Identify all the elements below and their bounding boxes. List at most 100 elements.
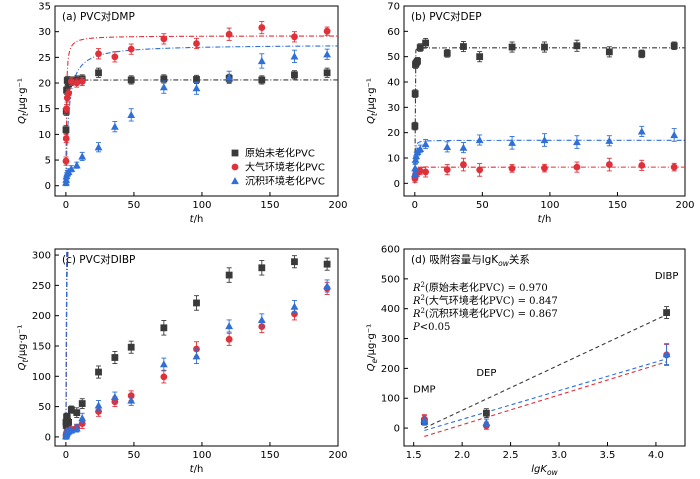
stat-line: R2(大气环境老化PVC) = 0.847 bbox=[412, 294, 558, 307]
data-point bbox=[476, 53, 484, 61]
x-tick-label: 50 bbox=[476, 200, 489, 211]
data-point bbox=[422, 39, 430, 47]
data-point bbox=[225, 335, 233, 343]
data-point bbox=[94, 143, 103, 151]
data-point bbox=[127, 396, 136, 404]
x-tick-label: 2.0 bbox=[454, 450, 470, 461]
data-point bbox=[72, 424, 81, 432]
data-point bbox=[291, 71, 298, 79]
data-point bbox=[258, 24, 266, 31]
data-point bbox=[416, 144, 425, 153]
data-point bbox=[78, 420, 86, 427]
chart-panel-c: 0 50 100 150 200 0 50 100 150 200 250 300 t/h Qt/μg·g… bbox=[17, 248, 348, 475]
y-tick-label: 70 bbox=[387, 2, 400, 13]
data-point bbox=[63, 86, 70, 94]
y-tick-label: 30 bbox=[38, 27, 51, 38]
stat-line: R2(原始未老化PVC) = 0.970 bbox=[412, 281, 548, 294]
data-point bbox=[638, 50, 646, 58]
y-axis-label: Qt/μg·g⁻¹ bbox=[366, 78, 379, 124]
fit-curve-pristine bbox=[414, 47, 685, 184]
data-point bbox=[159, 360, 168, 368]
data-point bbox=[411, 90, 419, 98]
series-sediment bbox=[62, 279, 332, 440]
legend-marker-pristine bbox=[231, 149, 239, 157]
y-tick-label: 15 bbox=[38, 104, 51, 115]
x-tick-label: 4.0 bbox=[648, 450, 664, 461]
x-axis-label: t/h bbox=[190, 214, 204, 225]
y-tick-label: 60 bbox=[387, 27, 400, 38]
data-point bbox=[78, 414, 87, 422]
x-tick-label: 50 bbox=[128, 200, 141, 211]
data-point bbox=[290, 52, 299, 60]
plot-frame bbox=[54, 5, 339, 197]
y-tick-label: 600 bbox=[381, 245, 400, 256]
y-tick-label: 10 bbox=[387, 154, 400, 165]
data-point bbox=[290, 302, 299, 310]
y-axis-label: Qt/μg·g⁻¹ bbox=[17, 78, 30, 124]
plot-frame bbox=[54, 248, 339, 447]
data-point bbox=[78, 78, 86, 85]
data-point bbox=[94, 401, 103, 409]
data-point bbox=[482, 418, 491, 426]
data-point bbox=[257, 57, 266, 65]
legend-label-pristine: 原始未老化PVC bbox=[245, 147, 315, 160]
data-point bbox=[663, 309, 670, 316]
data-point bbox=[62, 126, 70, 134]
y-tick-label: 0 bbox=[394, 424, 400, 435]
y-tick-label: 100 bbox=[381, 394, 400, 405]
chart-panel-b: 0 50 100 150 200 0 10 20 30 40 50 60 70 t/h Qt/μg·g⁻¹ (… bbox=[366, 2, 695, 226]
data-point bbox=[257, 316, 266, 324]
data-point bbox=[638, 161, 646, 169]
data-point bbox=[193, 76, 200, 83]
series-sediment bbox=[411, 125, 679, 179]
fit-curve-sediment bbox=[414, 139, 685, 184]
data-point bbox=[110, 122, 119, 130]
plot-area bbox=[420, 306, 671, 437]
x-tick-label: 100 bbox=[540, 200, 559, 211]
data-point bbox=[127, 45, 135, 53]
data-point bbox=[160, 75, 168, 83]
data-point bbox=[670, 131, 679, 139]
data-point bbox=[63, 77, 71, 84]
data-point bbox=[225, 271, 233, 279]
series-pristine bbox=[420, 306, 670, 426]
x-tick-label: 150 bbox=[608, 200, 627, 211]
data-point bbox=[422, 168, 430, 176]
data-point bbox=[225, 73, 234, 81]
data-point bbox=[443, 166, 451, 174]
data-point bbox=[411, 122, 419, 130]
data-point bbox=[541, 164, 548, 172]
data-point bbox=[73, 79, 81, 87]
chart-panel-d: 1.5 2.0 2.5 3.0 3.5 4.0 0 100 200 300 400 500 600 lgK… bbox=[366, 245, 686, 477]
y-tick-label: 35 bbox=[38, 2, 51, 13]
regression-line-pristine bbox=[424, 314, 667, 429]
y-tick-label: 250 bbox=[32, 281, 51, 292]
x-tick-label: 100 bbox=[192, 450, 211, 461]
y-tick-label: 0 bbox=[394, 179, 400, 190]
data-point bbox=[323, 282, 332, 290]
data-point bbox=[411, 170, 419, 178]
y-tick-label: 20 bbox=[387, 128, 400, 139]
data-point bbox=[72, 161, 81, 169]
x-tick-label: 0 bbox=[63, 450, 69, 461]
data-point bbox=[541, 43, 548, 51]
y-tick-label: 25 bbox=[38, 53, 51, 64]
series-atmospheric bbox=[420, 344, 670, 430]
data-point bbox=[78, 152, 87, 160]
plot-area bbox=[411, 37, 685, 184]
data-point bbox=[459, 143, 468, 151]
y-tick-label: 150 bbox=[32, 341, 51, 352]
data-point bbox=[63, 414, 71, 421]
plot-frame bbox=[403, 5, 686, 197]
panel-title: (d) 吸附容量与lgKow关系 bbox=[411, 253, 530, 268]
data-point bbox=[323, 260, 331, 268]
x-axis-label: t/h bbox=[538, 214, 552, 225]
plot-frame bbox=[403, 248, 686, 447]
data-point bbox=[225, 30, 233, 38]
x-tick-label: 200 bbox=[675, 200, 694, 211]
data-point bbox=[62, 157, 70, 165]
series-pristine bbox=[62, 255, 331, 430]
panel-title: (c) PVC对DIBP bbox=[62, 253, 135, 266]
